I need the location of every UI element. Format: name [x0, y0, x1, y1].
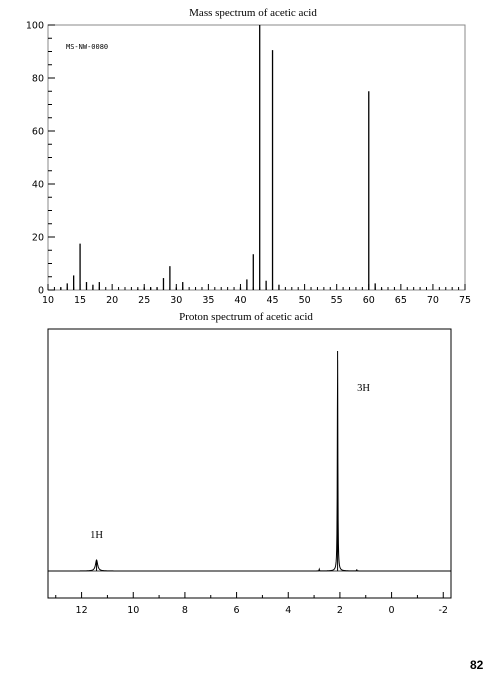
mass-spectrum-peaks [60, 25, 383, 290]
y-tick-label: 20 [32, 233, 44, 244]
spectrum-code-label: MS-NW-0080 [66, 43, 108, 51]
proton-spectrum-chart: Proton spectrum of acetic acid 12 10 8 6 4 2 0… [47, 311, 452, 616]
x-tick-label: 35 [202, 295, 214, 306]
x-tick-label: 6 [234, 605, 240, 616]
proton-spectrum-trace [48, 351, 451, 572]
peak-integral-label: 1H [90, 530, 103, 541]
mass-spectrum-y-axis: 0 20 40 60 80 100 [26, 21, 55, 297]
y-tick-label: 60 [32, 127, 44, 138]
x-tick-label: 75 [459, 295, 471, 306]
x-tick-label: 15 [74, 295, 86, 306]
x-tick-label: 0 [389, 605, 395, 616]
x-tick-label: 45 [266, 295, 278, 306]
y-tick-label: 40 [32, 180, 44, 191]
x-tick-label: 8 [182, 605, 188, 616]
x-tick-label: 25 [138, 295, 150, 306]
proton-spectrum-peak-labels: 1H 3H [90, 383, 370, 541]
x-tick-label: 30 [170, 295, 182, 306]
x-tick-label: 50 [299, 295, 311, 306]
mass-spectrum-plot-frame [47, 24, 466, 291]
peak-integral-label: 3H [357, 383, 370, 394]
x-tick-label: 12 [76, 605, 88, 616]
x-tick-label: 20 [106, 295, 118, 306]
x-tick-label: 4 [285, 605, 291, 616]
mass-spectrum-chart: Mass spectrum of acetic acid MS-NW-0080 … [26, 7, 471, 306]
x-tick-label: 2 [337, 605, 343, 616]
x-tick-label: -2 [439, 605, 448, 616]
mass-spectrum-x-axis: 10 15 20 25 30 35 40 45 50 55 60 65 70 75 [42, 284, 471, 306]
mass-spectrum-title: Mass spectrum of acetic acid [189, 7, 317, 19]
page-number: 82 [470, 658, 484, 672]
x-tick-label: 40 [234, 295, 246, 306]
x-tick-label: 10 [127, 605, 139, 616]
x-tick-label: 60 [363, 295, 375, 306]
x-tick-label: 10 [42, 295, 54, 306]
x-tick-label: 70 [427, 295, 439, 306]
y-tick-label: 100 [26, 21, 44, 32]
y-tick-label: 0 [38, 286, 44, 297]
x-tick-label: 55 [331, 295, 343, 306]
y-tick-label: 80 [32, 74, 44, 85]
proton-spectrum-title: Proton spectrum of acetic acid [179, 311, 313, 323]
x-tick-label: 65 [395, 295, 407, 306]
proton-spectrum-x-axis: 12 10 8 6 4 2 0 -2 [55, 592, 448, 616]
proton-spectrum-plot-frame [47, 328, 452, 599]
